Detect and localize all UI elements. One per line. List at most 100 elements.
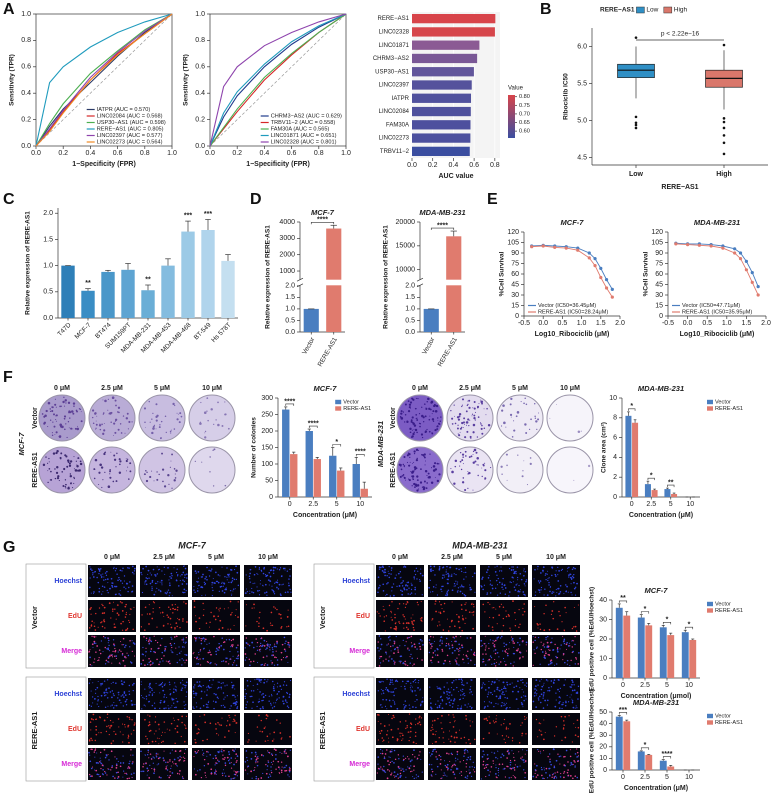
cell-dot [558,702,561,704]
colony [60,452,63,455]
cell-dot [538,722,541,724]
cell-dot [379,704,381,706]
series-line [35,13,173,147]
cell-dot [501,630,503,632]
cell-dot [389,655,391,657]
cell-dot [378,568,381,570]
colony [118,458,121,461]
cell-dot [500,603,503,605]
cell-dot [436,648,439,651]
cell-dot [229,600,232,603]
cell-dot [99,775,102,778]
cell-dot [573,689,576,691]
colony [143,473,146,476]
cell-dot [133,772,135,774]
cell-dot [194,591,196,593]
cell-dot [248,739,250,741]
cell-dot [225,660,227,663]
cell-dot [183,580,186,583]
cell-dot [109,691,112,693]
cell-dot [219,575,221,577]
cell-dot [98,649,101,651]
cell-dot [132,761,134,763]
cell-dot [222,660,225,662]
cell-dot [170,722,173,725]
cell-dot [543,594,545,596]
cell-dot [466,682,468,684]
cell-dot [196,590,199,592]
cell-dot [281,737,283,739]
cell-dot [217,581,220,584]
colony [473,448,477,452]
cell-dot [576,707,578,709]
cell-dot [537,749,539,751]
cell-dot [545,578,547,581]
colony [217,423,220,427]
cell-dot [542,645,544,647]
cell-dot [484,635,486,637]
cell-dot [442,731,445,733]
cell-dot [276,608,278,611]
cell-dot [473,572,476,575]
cell-dot [229,613,232,616]
cell-dot [270,693,273,695]
cell-dot [389,595,392,597]
cell-dot [154,651,156,654]
cell-dot [229,658,231,660]
cell-dot [262,696,265,699]
cell-dot [177,617,179,619]
cell-dot [181,777,184,779]
cell-dot [245,750,248,752]
y-tick-label: 0.2 [21,116,31,123]
colony [180,415,183,418]
cell-dot [460,678,463,681]
cell-dot [525,579,528,581]
cell-dot [496,637,498,639]
cell-dot [464,603,466,606]
cell-dot [421,640,423,642]
cell-dot [122,755,124,757]
cell-dot [382,740,384,743]
cell-dot [413,578,415,580]
cell-dot [146,767,149,770]
cell-dot [249,695,251,698]
cell-dot [548,654,551,656]
legend-swatch [707,713,713,719]
column-label: 0 μM [412,385,428,392]
cell-dot [465,762,468,765]
cell-dot [484,683,486,686]
cell-dot [503,645,505,647]
cell-dot [432,743,434,745]
cell-dot [410,592,413,594]
cell-dot [402,614,404,616]
cell-dot [572,576,575,579]
cell-dot [90,729,92,731]
cell-dot [90,568,92,571]
cell-dot [235,761,238,763]
cell-dot [534,636,536,638]
cell-dot [224,764,227,767]
cell-dot [497,774,500,776]
cell-dot [455,760,457,762]
y-tick-label: 4.5 [577,154,587,161]
cell-dot [461,688,464,691]
cell-dot [414,756,416,758]
cell-dot [508,567,511,570]
cell-dot [562,640,565,643]
cell-dot [110,617,112,619]
cell-dot [522,640,524,642]
cell-dot [492,642,494,644]
cell-dot [269,775,272,777]
cell-dot [489,639,491,641]
cell-line-label: MCF-7 [17,432,26,456]
colony [54,477,57,480]
cell-dot [451,644,454,646]
colony [71,410,74,413]
cell-dot [89,656,91,659]
cell-dot [197,662,199,665]
cell-dot [517,690,520,693]
bar [412,13,496,24]
colony [65,455,68,458]
colony [427,397,430,401]
cell-dot [234,696,236,698]
